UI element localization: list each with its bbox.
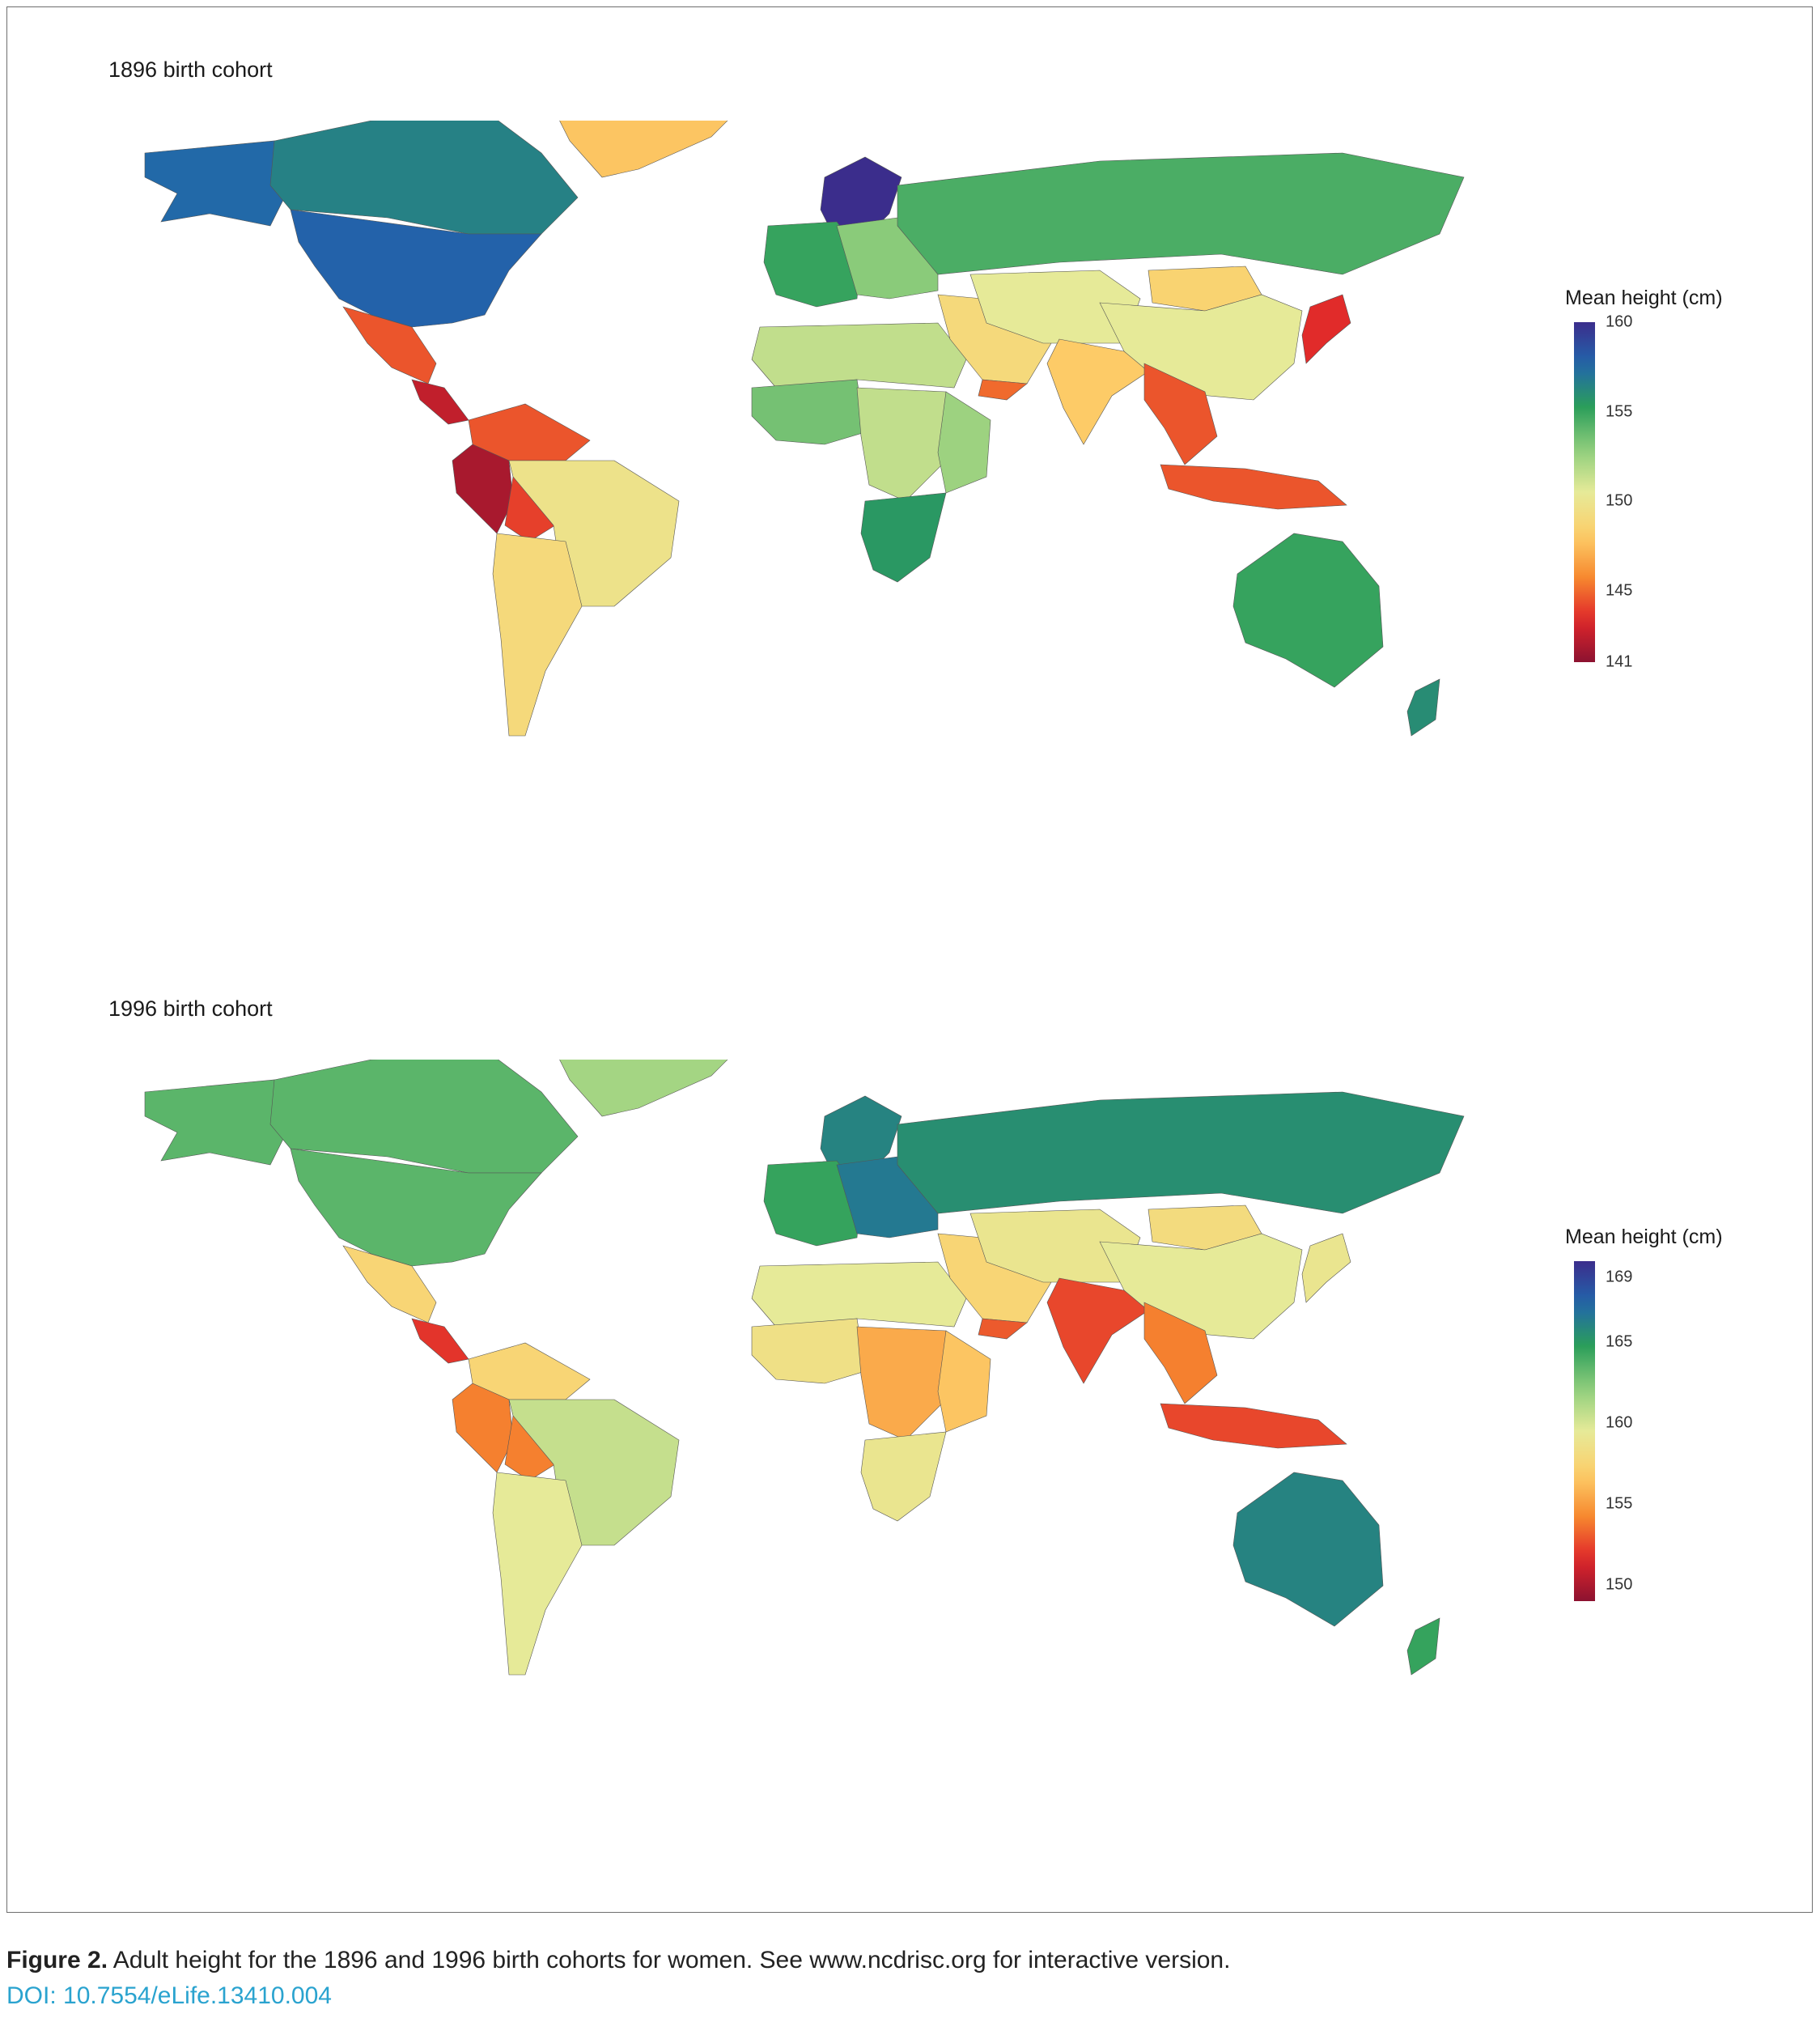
region-usa xyxy=(290,1148,542,1267)
region-argentina xyxy=(492,533,583,737)
region-brazil xyxy=(508,460,680,607)
legend-tick-label: 155 xyxy=(1606,402,1633,421)
legend-tick xyxy=(1595,1277,1602,1278)
legend-tick-label: 160 xyxy=(1606,1413,1633,1432)
region-india xyxy=(1046,338,1149,445)
legend-1996: Mean height (cm) 169 165 160 155 150 xyxy=(1565,1226,1775,1601)
region-new-zealand xyxy=(1406,678,1440,737)
region-india xyxy=(1046,1277,1149,1384)
legend-tick-label: 145 xyxy=(1606,581,1633,600)
legend-tick xyxy=(1595,1342,1602,1343)
legend-tick xyxy=(1595,1585,1602,1586)
figure-frame: 1896 birth cohort Mean height (cm) 160 15… xyxy=(6,6,1813,1913)
legend-tick xyxy=(1595,1423,1602,1424)
legend-tick-label: 150 xyxy=(1606,491,1633,510)
legend-tick-label: 165 xyxy=(1606,1332,1633,1351)
caption-text: Adult height for the 1896 and 1996 birth… xyxy=(108,1947,1231,1973)
region-alaska xyxy=(144,1079,291,1166)
region-new-zealand xyxy=(1406,1617,1440,1676)
region-central-america xyxy=(411,1318,469,1364)
region-yemen xyxy=(978,379,1028,401)
legend-tick xyxy=(1595,322,1602,323)
region-indonesia xyxy=(1160,464,1347,510)
caption-doi-link[interactable]: DOI: 10.7554/eLife.13410.004 xyxy=(6,1982,332,2009)
region-yemen xyxy=(978,1318,1028,1340)
caption-label: Figure 2. xyxy=(6,1947,108,1973)
region-usa xyxy=(290,209,542,328)
region-southern-africa xyxy=(860,492,947,583)
panel-title: 1896 birth cohort xyxy=(108,57,273,82)
legend-tick-label: 150 xyxy=(1606,1575,1633,1594)
legend-title: Mean height (cm) xyxy=(1565,287,1723,309)
region-central-africa xyxy=(856,1326,947,1441)
map-panel-1996: 1996 birth cohort Mean height (cm) 169 16… xyxy=(7,946,1814,1914)
region-greenland xyxy=(559,1060,728,1117)
figure-caption: Figure 2. Adult height for the 1896 and … xyxy=(6,1943,1811,2014)
legend-tick xyxy=(1595,1504,1602,1505)
region-greenland xyxy=(559,121,728,178)
region-brazil xyxy=(508,1399,680,1546)
legend-tick xyxy=(1595,501,1602,503)
world-map-1896 xyxy=(144,121,1465,737)
world-map-1996 xyxy=(144,1060,1465,1676)
legend-tick-label: 155 xyxy=(1606,1494,1633,1513)
region-russia xyxy=(897,152,1465,275)
legend-tick xyxy=(1595,590,1602,592)
map-panel-1896: 1896 birth cohort Mean height (cm) 160 15… xyxy=(7,7,1814,954)
legend-tick-label: 141 xyxy=(1606,652,1633,671)
region-australia xyxy=(1232,1472,1384,1627)
region-japan xyxy=(1301,294,1351,364)
region-north-africa xyxy=(751,1261,967,1328)
panel-title: 1996 birth cohort xyxy=(108,996,273,1021)
legend-tick-label: 160 xyxy=(1606,312,1633,331)
region-australia xyxy=(1232,533,1384,688)
legend-title: Mean height (cm) xyxy=(1565,1226,1723,1248)
region-alaska xyxy=(144,140,291,227)
region-southeast-asia xyxy=(1143,1302,1218,1404)
legend-tick-label: 169 xyxy=(1606,1268,1633,1286)
region-north-africa xyxy=(751,322,967,389)
legend-color-bar xyxy=(1574,1261,1595,1601)
legend-tick xyxy=(1595,411,1602,413)
legend-color-bar xyxy=(1574,322,1595,662)
region-east-africa xyxy=(937,391,991,494)
legend-1896: Mean height (cm) 160 155 150 145 141 xyxy=(1565,287,1775,671)
region-central-africa xyxy=(856,387,947,502)
region-indonesia xyxy=(1160,1403,1347,1449)
region-east-africa xyxy=(937,1330,991,1433)
region-west-africa xyxy=(751,1318,866,1384)
region-southern-africa xyxy=(860,1431,947,1522)
region-central-america xyxy=(411,379,469,425)
region-china xyxy=(1099,294,1303,401)
legend-tick xyxy=(1595,662,1602,663)
region-argentina xyxy=(492,1472,583,1676)
region-southeast-asia xyxy=(1143,363,1218,465)
region-russia xyxy=(897,1091,1465,1214)
region-china xyxy=(1099,1233,1303,1340)
region-west-africa xyxy=(751,379,866,445)
region-japan xyxy=(1301,1233,1351,1303)
